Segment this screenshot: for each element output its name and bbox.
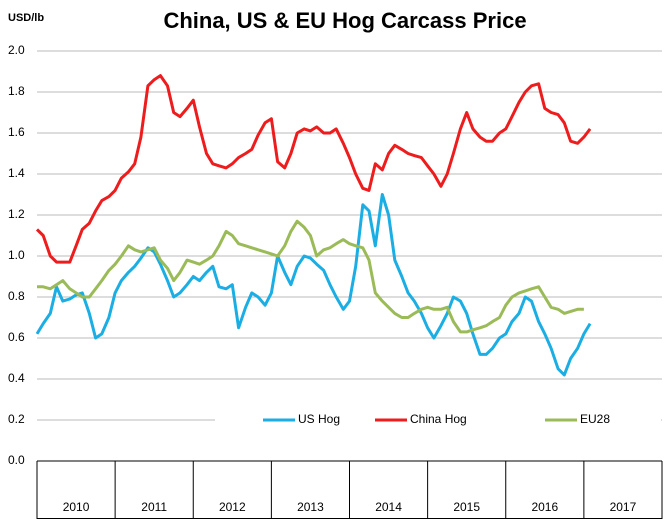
legend-label: China Hog (410, 412, 467, 426)
chart-title: China, US & EU Hog Carcass Price (163, 8, 526, 33)
y-tick-label: 0.2 (8, 412, 25, 426)
y-tick-label: 0.6 (8, 330, 25, 344)
x-tick-label: 2015 (453, 500, 480, 514)
y-tick-label: 2.0 (8, 43, 25, 57)
y-tick-label: 0.0 (8, 453, 25, 467)
y-tick-label: 1.2 (8, 207, 25, 221)
x-tick-label: 2017 (610, 500, 637, 514)
series-line (37, 219, 584, 334)
x-tick-label: 2011 (141, 500, 167, 514)
y-tick-label: 1.0 (8, 248, 25, 262)
y-tick-label: 0.4 (8, 371, 25, 385)
legend-label: EU28 (580, 412, 610, 426)
x-tick-label: 2014 (375, 500, 402, 514)
x-tick-label: 2010 (63, 500, 90, 514)
y-axis-unit: USD/lb (8, 12, 44, 24)
series-line (35, 193, 592, 377)
series-line (35, 74, 592, 264)
y-tick-label: 0.8 (8, 289, 25, 303)
y-tick-label: 1.8 (8, 84, 25, 98)
x-tick-label: 2013 (297, 500, 324, 514)
y-tick-label: 1.4 (8, 166, 25, 180)
x-tick-label: 2012 (219, 500, 246, 514)
y-tick-label: 1.6 (8, 125, 25, 139)
x-tick-label: 2016 (531, 500, 558, 514)
legend-label: US Hog (298, 412, 340, 426)
